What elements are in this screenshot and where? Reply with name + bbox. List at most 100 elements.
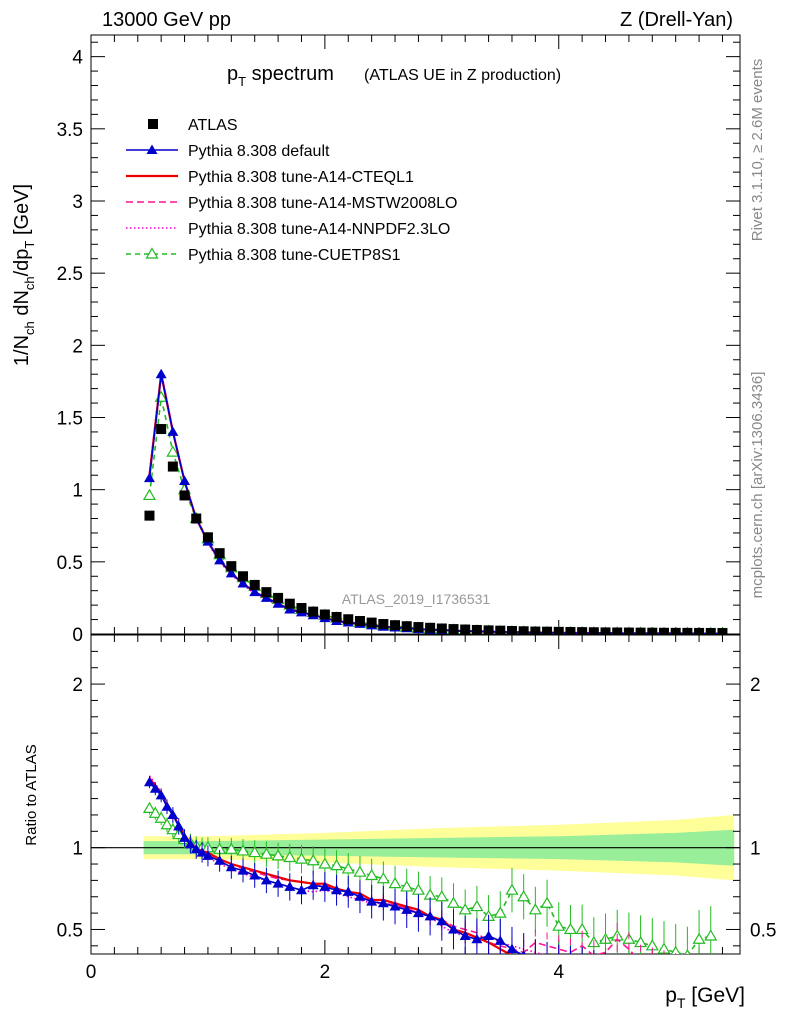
data-point <box>565 626 576 634</box>
ratio-panel-frame <box>90 634 741 955</box>
ratio-data-point <box>295 884 307 895</box>
ratio-data-point <box>202 850 214 860</box>
ratio-y-tick-label: 2 <box>72 675 83 696</box>
data-point <box>249 586 261 597</box>
data-point <box>319 609 330 620</box>
data-point <box>553 626 564 634</box>
ratio-data-point <box>149 783 161 793</box>
ratio-data-point <box>588 970 599 980</box>
data-point <box>366 617 377 628</box>
x-tick-label: 0 <box>86 962 97 983</box>
ratio-data-point <box>684 948 691 954</box>
ratio-y-tick-label-right: 1 <box>750 839 761 860</box>
legend-marker <box>148 119 158 129</box>
ratio-data-point <box>353 865 367 877</box>
data-point <box>518 626 529 634</box>
data-point <box>296 603 307 614</box>
ratio-data-point <box>446 896 461 908</box>
ratio-data-point <box>236 844 250 856</box>
ratio-data-point <box>248 845 262 858</box>
data-point <box>202 532 213 543</box>
data-point <box>237 577 249 588</box>
ratio-data-point <box>173 820 185 831</box>
data-point <box>214 554 226 565</box>
main-axis-ticks: 0 0.5 1 1.5 2 2.5 3 3.5 4 <box>57 35 740 646</box>
legend-label: Pythia 8.308 default <box>188 143 330 160</box>
ratio-data-point <box>436 915 448 926</box>
ratio-data-point <box>354 891 366 901</box>
ratio-data-point <box>284 881 296 891</box>
ratio-data-point <box>319 881 331 891</box>
legend-item-pythia-8-308-tune-a14-nnpdf2-3lo: Pythia 8.308 tune-A14-NNPDF2.3LO <box>126 221 450 238</box>
legend-label: Pythia 8.308 tune-CUETP8S1 <box>188 247 401 264</box>
legend-marker <box>146 144 158 154</box>
data-point <box>238 571 249 582</box>
ratio-data-point <box>342 886 354 896</box>
data-point <box>225 567 237 578</box>
y-tick-label: 3.5 <box>57 120 83 141</box>
y-tick-label: 4 <box>72 48 83 69</box>
process-label: Z (Drell-Yan) <box>620 9 733 31</box>
data-point <box>623 627 634 634</box>
ratio-data-point <box>331 884 343 895</box>
ratio-data-point <box>530 957 541 967</box>
data-point <box>542 626 553 634</box>
data-point <box>600 627 611 634</box>
data-point <box>682 627 693 634</box>
legend-label: ATLAS <box>188 117 238 134</box>
ratio-data-point <box>623 978 634 988</box>
data-point <box>143 472 155 483</box>
data-point <box>588 627 599 634</box>
ratio-data-point <box>283 850 297 863</box>
y-tick-label: 0.5 <box>57 553 83 574</box>
data-point <box>343 614 354 625</box>
data-point <box>658 627 669 634</box>
ratio-data-point <box>400 880 414 892</box>
ratio-data-point <box>307 879 319 890</box>
data-point <box>260 592 272 602</box>
data-point <box>530 626 541 634</box>
ratio-data-point <box>155 789 167 800</box>
x-tick-label: 2 <box>320 962 331 983</box>
data-point <box>272 598 284 608</box>
data-point <box>167 461 178 472</box>
data-point <box>577 627 588 634</box>
ratio-y-tick-label: 1 <box>72 839 83 860</box>
legend-item-atlas: ATLAS <box>148 117 238 134</box>
ratio-data-point <box>563 922 577 935</box>
ratio-data-point <box>412 907 424 918</box>
ratio-data-point <box>521 950 526 954</box>
ratio-data-point <box>494 935 506 945</box>
data-point <box>249 579 260 590</box>
ratio-y-tick-label: 0.5 <box>57 920 83 941</box>
legend-label: Pythia 8.308 tune-A14-CTEQL1 <box>188 169 414 186</box>
data-point <box>166 445 180 457</box>
y-tick-label: 3 <box>72 192 83 213</box>
data-point <box>331 611 342 622</box>
ratio-data-point <box>330 858 344 871</box>
ratio-data-point <box>401 904 413 914</box>
ratio-data-point <box>577 966 588 976</box>
data-point <box>378 619 389 630</box>
ratio-data-point <box>647 981 658 991</box>
data-point <box>413 622 424 633</box>
data-point <box>460 624 471 634</box>
data-point <box>142 488 157 501</box>
ratio-data-point <box>167 809 179 819</box>
ratio-data-point <box>271 849 285 861</box>
rivet-version-label: Rivet 3.1.10, ≥ 2.6M events <box>749 59 766 242</box>
data-point <box>612 627 623 634</box>
legend-item-pythia-8-308-default: Pythia 8.308 default <box>126 143 330 160</box>
data-point <box>214 548 225 559</box>
ratio-data-point <box>612 976 623 986</box>
data-point <box>226 561 237 572</box>
data-point <box>144 510 155 521</box>
ratio-data-point <box>670 945 681 954</box>
ratio-data-point <box>376 872 390 884</box>
ratio-y-tick-label-right: 0.5 <box>750 920 776 941</box>
legend-item-pythia-8-308-tune-a14-cteql1: Pythia 8.308 tune-A14-CTEQL1 <box>126 169 414 186</box>
ratio-data-point <box>505 883 519 895</box>
data-point <box>694 627 705 634</box>
ratio-data-point <box>483 930 495 941</box>
